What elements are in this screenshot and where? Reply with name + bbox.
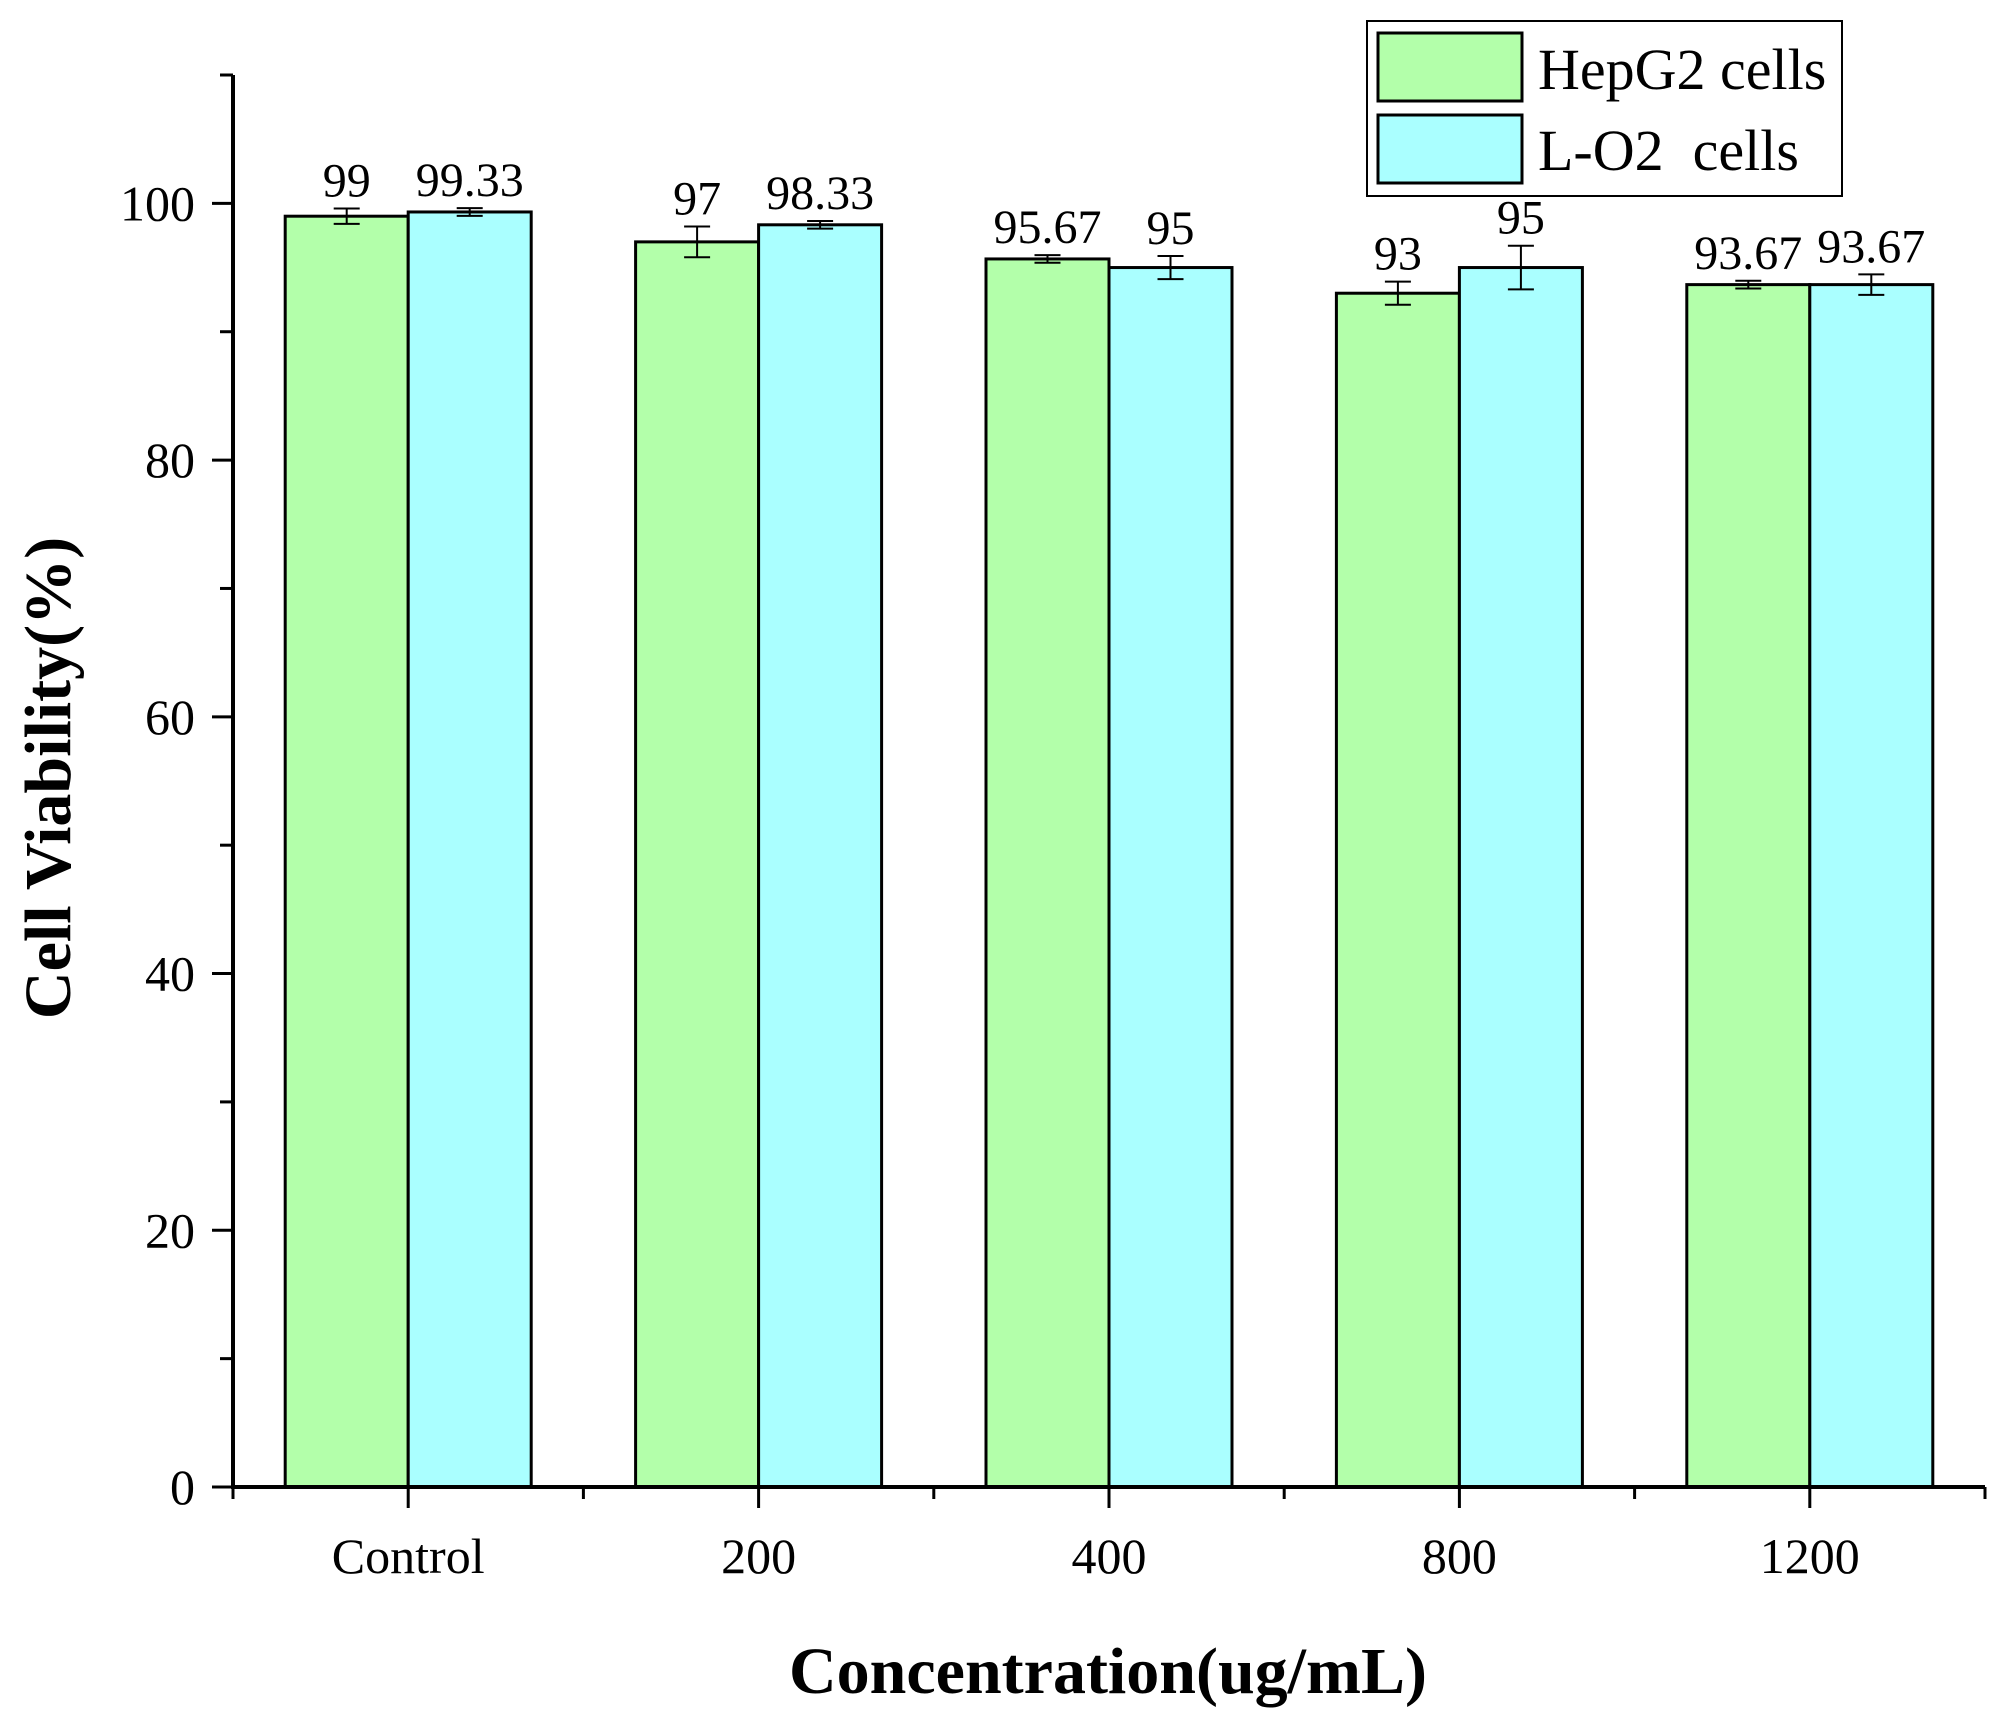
y-axis-title: Cell Viability(%) <box>12 537 85 1019</box>
bar-hepg2-cells-control <box>283 214 410 1489</box>
error-bar-l-o2-cells-1200 <box>1858 273 1885 296</box>
legend-swatch-hepg2 <box>1376 31 1524 103</box>
value-label-hepg2-cells-1200: 93.67 <box>1694 227 1802 280</box>
y-tick-label-80: 80 <box>145 432 195 488</box>
y-tick-label-60: 60 <box>145 689 195 745</box>
y-ticks-layer: 0 20 40 60 80 100 <box>120 73 233 1515</box>
error-bar-l-o2-cells-control <box>456 207 483 217</box>
legend-swatch-lo2 <box>1376 113 1524 185</box>
value-label-l-o2-cells-400: 95 <box>1147 202 1195 255</box>
error-bar-hepg2-cells-control <box>333 207 360 225</box>
bar-hepg2-cells-800 <box>1334 291 1461 1489</box>
error-bars-layer <box>333 207 1885 306</box>
error-bar-hepg2-cells-400 <box>1034 254 1061 264</box>
value-label-l-o2-cells-800: 95 <box>1497 192 1545 245</box>
value-labels-layer: 99 99.33 97 98.33 95.67 95 93 95 93.67 93.67 <box>323 154 1926 281</box>
x-tick-label-1200: 1200 <box>1760 1528 1860 1584</box>
x-tick-label-200: 200 <box>721 1528 796 1584</box>
error-bar-hepg2-cells-1200 <box>1735 279 1762 290</box>
error-bar-hepg2-cells-200 <box>684 225 711 259</box>
value-label-hepg2-cells-800: 93 <box>1374 228 1422 281</box>
error-bar-l-o2-cells-400 <box>1157 254 1184 281</box>
bar-hepg2-cells-1200 <box>1685 283 1812 1489</box>
y-tick-label-0: 0 <box>170 1459 195 1515</box>
bar-l-o2-cells-1200 <box>1808 283 1935 1489</box>
value-label-l-o2-cells-200: 98.33 <box>766 167 874 220</box>
value-label-hepg2-cells-400: 95.67 <box>994 201 1102 254</box>
legend-label-hepg2: HepG2 cells <box>1538 37 1826 102</box>
y-tick-label-40: 40 <box>145 946 195 1002</box>
bar-l-o2-cells-200 <box>757 223 884 1489</box>
legend: HepG2 cells L-O2 cells <box>1366 20 1843 197</box>
y-tick-label-100: 100 <box>120 175 195 231</box>
error-bar-l-o2-cells-800 <box>1507 244 1534 291</box>
value-label-l-o2-cells-control: 99.33 <box>416 154 524 207</box>
bar-l-o2-cells-800 <box>1457 266 1584 1489</box>
bar-l-o2-cells-400 <box>1107 266 1234 1489</box>
value-label-hepg2-cells-control: 99 <box>323 154 371 207</box>
x-tick-label-800: 800 <box>1422 1528 1497 1584</box>
bar-hepg2-cells-200 <box>634 240 761 1489</box>
y-tick-label-20: 20 <box>145 1202 195 1258</box>
x-tick-label-control: Control <box>332 1528 485 1584</box>
bars-layer <box>283 210 1935 1489</box>
error-bar-l-o2-cells-200 <box>807 219 834 230</box>
value-label-hepg2-cells-200: 97 <box>673 172 721 225</box>
x-ticks-layer: Control 200 400 800 1200 <box>231 1487 1987 1584</box>
value-label-l-o2-cells-1200: 93.67 <box>1817 220 1925 273</box>
legend-label-lo2: L-O2 cells <box>1538 118 1799 183</box>
bar-hepg2-cells-400 <box>984 257 1111 1489</box>
error-bar-hepg2-cells-800 <box>1384 280 1411 306</box>
x-tick-label-400: 400 <box>1072 1528 1147 1584</box>
x-axis-title: Concentration(ug/mL) <box>789 1635 1427 1708</box>
bar-l-o2-cells-control <box>406 210 533 1489</box>
